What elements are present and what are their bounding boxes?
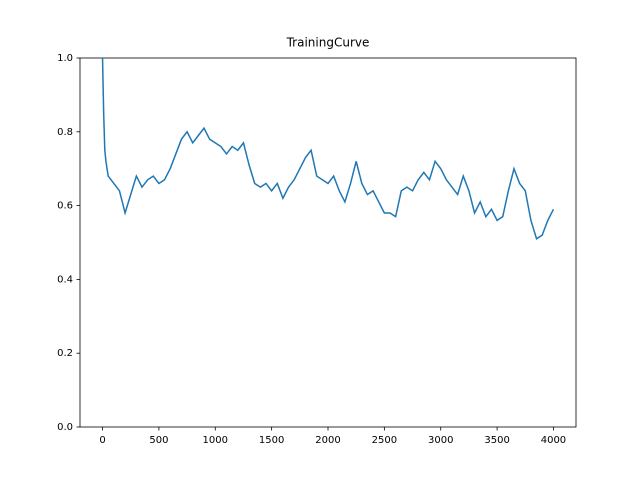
y-tick-label: 0.4 bbox=[57, 274, 73, 285]
line-series bbox=[101, 57, 555, 240]
y-tick-label: 0.8 bbox=[57, 127, 73, 138]
x-tick-label: 3500 bbox=[484, 435, 509, 446]
y-tick-label: 0.2 bbox=[57, 348, 73, 359]
y-tick-label: 1.0 bbox=[57, 53, 73, 64]
axes-frame bbox=[79, 57, 577, 428]
y-tick-label: 0.0 bbox=[57, 422, 73, 433]
x-tick-label: 4000 bbox=[541, 435, 566, 446]
y-tick-label: 0.6 bbox=[57, 201, 73, 212]
chart-title: TrainingCurve bbox=[286, 36, 370, 50]
x-tick-label: 2000 bbox=[315, 435, 340, 446]
x-tick-label: 1000 bbox=[203, 435, 228, 446]
x-tick-label: 0 bbox=[99, 435, 105, 446]
x-tick-label: 2500 bbox=[372, 435, 397, 446]
x-tick-label: 500 bbox=[149, 435, 168, 446]
x-tick-label: 1500 bbox=[259, 435, 284, 446]
x-tick-label: 3000 bbox=[428, 435, 453, 446]
